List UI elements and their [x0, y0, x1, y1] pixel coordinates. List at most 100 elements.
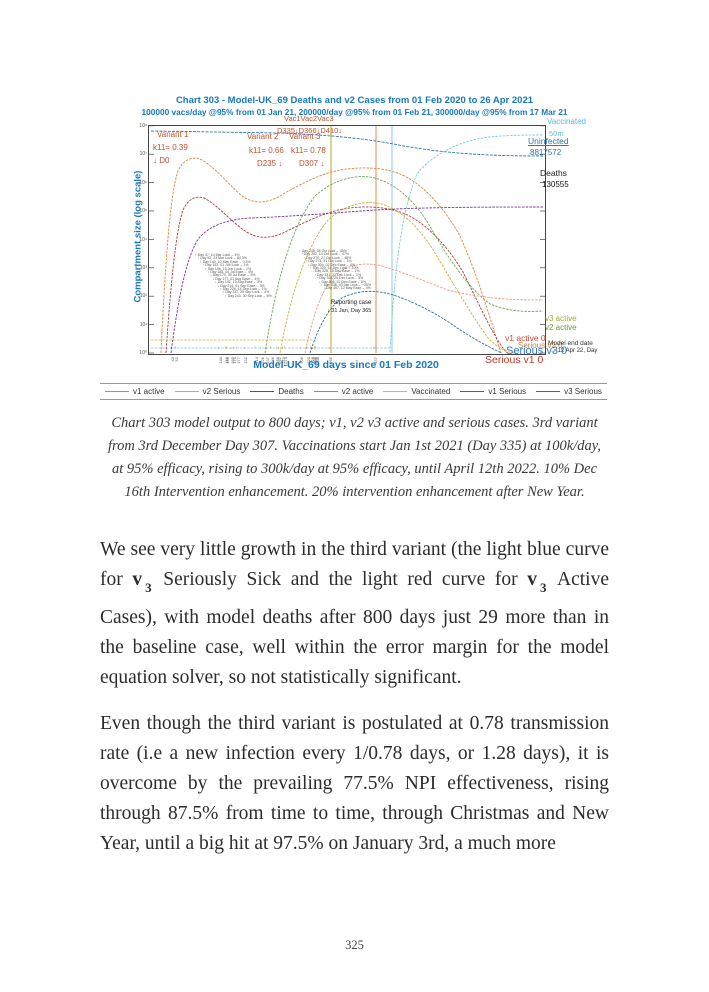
intervention-arrow: ↑ [225, 345, 228, 350]
curve-vaccinated [389, 134, 544, 353]
intervention-arrow: ↓ [243, 345, 246, 350]
intervention-annotation: ↑ Day 237, 25 Sep Lock→ 4% [222, 290, 270, 295]
legend-item: v1 Serious [460, 387, 526, 396]
subscript-3: 3 [539, 580, 547, 595]
intervention-annotation: ↑ Day 270, 27 Oct Lock→ 48% [303, 255, 352, 260]
side-label-model-end-value: → 12 Apr 22, Day [550, 348, 598, 354]
side-label-serious-v2: Serious v2 0 [518, 341, 563, 350]
y-tick-label: 10¹ [139, 321, 147, 328]
annotation-vac-names: Vac1Vac2Vac3 [284, 114, 334, 123]
chart-curves [149, 126, 545, 354]
legend-item: v1 active [105, 387, 165, 396]
text-run: Even though the third variant is postula… [100, 713, 609, 854]
intervention-annotations-col1: ↑ Day 47, 14 Mar Lock→ 4% ↑ Day 52, 23 Ma… [195, 253, 272, 298]
legend-item: v3 Serious [536, 387, 602, 396]
legend-line-swatch [105, 391, 129, 392]
side-label-model-end: Model end date [548, 340, 593, 347]
legend-label: v2 active [341, 387, 374, 396]
intervention-arrow: ↑ [235, 345, 238, 350]
side-label-uninfected-value: 8817572 [530, 148, 562, 157]
intervention-annotation: ↓ Day 328, 18 Dec Ease→ 1% [312, 269, 360, 274]
side-label-serious-v3: Serious v3 0 [506, 345, 568, 357]
intervention-arrow: ↑ [313, 345, 316, 350]
legend-item: v2 active [313, 387, 374, 396]
annotation-variant3-day: D307 ↓ [299, 159, 325, 168]
intervention-annotation: ↓ Day 306, 02 Dec Ease→ 6% [307, 262, 356, 267]
legend-label: v1 Serious [488, 387, 527, 396]
intervention-arrow: ↑ [174, 345, 177, 350]
paragraph: Even though the third variant is postula… [100, 709, 609, 859]
curve-v2-active [264, 176, 544, 354]
curve-uninfected [150, 130, 544, 157]
intervention-annotation: ↑ Day 274, 31 Oct Lock→ 1% [305, 259, 352, 264]
legend-label: v2 Serious [202, 387, 241, 396]
side-label-v2-active: v2 active [545, 323, 577, 332]
annotation-variant1-name: Variant 1 [157, 130, 189, 139]
intervention-annotation: ↑ Day 332, 20 Dec Lock→ 5% [316, 276, 364, 281]
plot-area: Variant 1 k11= 0.39 ↓ D0 Variant 2 Varia… [139, 114, 546, 364]
intervention-arrow: ↑ [283, 345, 286, 350]
intervention-arrow: ↑ [314, 345, 317, 350]
intervention-arrow: ↑ [269, 345, 272, 350]
y-tick-label: 10⁵ [139, 208, 147, 215]
reporting-case-day: ↓ 31 Jan, Day 365 [327, 308, 372, 314]
legend-line-swatch [250, 391, 275, 392]
y-tick-label: 10⁷ [139, 151, 147, 158]
page-number: 325 [345, 938, 364, 952]
side-label-v1-active: v1 active 0 [505, 333, 546, 343]
intervention-arrow: ↓ [311, 345, 314, 350]
intervention-arrow: ↑ [305, 345, 309, 350]
side-label-uninfected: Uninfected [528, 136, 569, 146]
intervention-annotation: ↑ Day 252, 14 Oct Lock→ 47% [301, 252, 350, 257]
curve-v1-serious [165, 196, 508, 354]
intervention-annotation: ↑ Day 331, 21 Dec Lock→ 1% [314, 272, 362, 277]
intervention-annotation: ↑ Day 226, 14 Sep Lock→ 1% [220, 287, 267, 292]
intervention-arrow: ↓ [298, 345, 302, 350]
intervention-arrow: ↑ [372, 345, 376, 350]
side-label-deaths-value: 130555 [542, 180, 569, 189]
annotation-variant3-name: Variant 3 [289, 132, 321, 141]
annotation-variant1-k: k11= 0.39 [153, 143, 188, 152]
legend-item: Vaccinated [383, 387, 450, 396]
annotation-variant1-day: ↓ D0 [153, 156, 170, 165]
intervention-annotation: ↓ Day 192, 15 Aug Ease→ 3% [215, 280, 263, 285]
curve-v3-active [304, 263, 544, 354]
intervention-arrow: ↑ [253, 345, 257, 350]
intervention-annotation: ↓ Day 177, 01 Aug Ease→ 4% [212, 276, 260, 281]
side-label-deaths: Deaths [540, 168, 567, 178]
body-text: We see very little growth in the third v… [100, 535, 609, 875]
side-label-serious-v1: Serious v1 0 [485, 354, 544, 366]
intervention-arrow: ↑ [223, 345, 227, 350]
chart-legend: v1 active v2 Serious Deaths v2 active Vaccin… [100, 383, 607, 400]
bold-v: v [132, 569, 143, 590]
paragraph: We see very little growth in the third v… [100, 535, 609, 693]
intervention-arrow: ↓ [277, 345, 280, 350]
intervention-annotation: ↑ Day 153, 01 Jun Lock→ 1% [202, 263, 249, 268]
legend-line-swatch [174, 391, 199, 392]
side-label-vaccinated: Vaccinated [547, 117, 586, 126]
intervention-arrow: ↓ [327, 345, 331, 350]
y-tick-label: 10⁴ [139, 236, 147, 243]
legend-label: Deaths [278, 387, 304, 396]
y-tick-label: 10⁸ [139, 123, 147, 129]
side-label-vaccinated-value: 50m [549, 129, 564, 138]
intervention-annotation: ↑ Day 248, 05 Oct Lock→ 45% [299, 249, 347, 253]
intervention-annotation: ↓ Day 165, 04 Jul Ease→ 4% [207, 270, 254, 275]
subscript-3: 3 [145, 580, 152, 595]
text-run: Active Cases), with model deaths after 8… [100, 569, 609, 688]
intervention-arrow: ↑ [232, 345, 235, 350]
bold-v: v [527, 569, 537, 590]
intervention-arrow: ↑ [281, 345, 284, 350]
intervention-annotation: ↓ Day 457, 12 May Ease→ 4% [323, 286, 371, 291]
intervention-arrow: ↓ [229, 345, 233, 350]
legend-item: v2 Serious [174, 387, 241, 396]
figure-chart: Chart 303 - Model-UK_69 Deaths and v2 Ca… [100, 93, 609, 405]
annotation-variant2-day: D235 ↓ [257, 159, 283, 168]
intervention-annotation: ↑ Day 320, 16 Dec Lock→ 10% [310, 266, 359, 271]
curve-v1-active [160, 157, 502, 354]
intervention-annotation: ↓ Day 170, 05 Jul Ease→ 5% [210, 273, 256, 278]
curve-deaths [170, 206, 544, 354]
legend-label: v1 active [133, 387, 165, 396]
y-tick-label: 10² [139, 293, 147, 300]
